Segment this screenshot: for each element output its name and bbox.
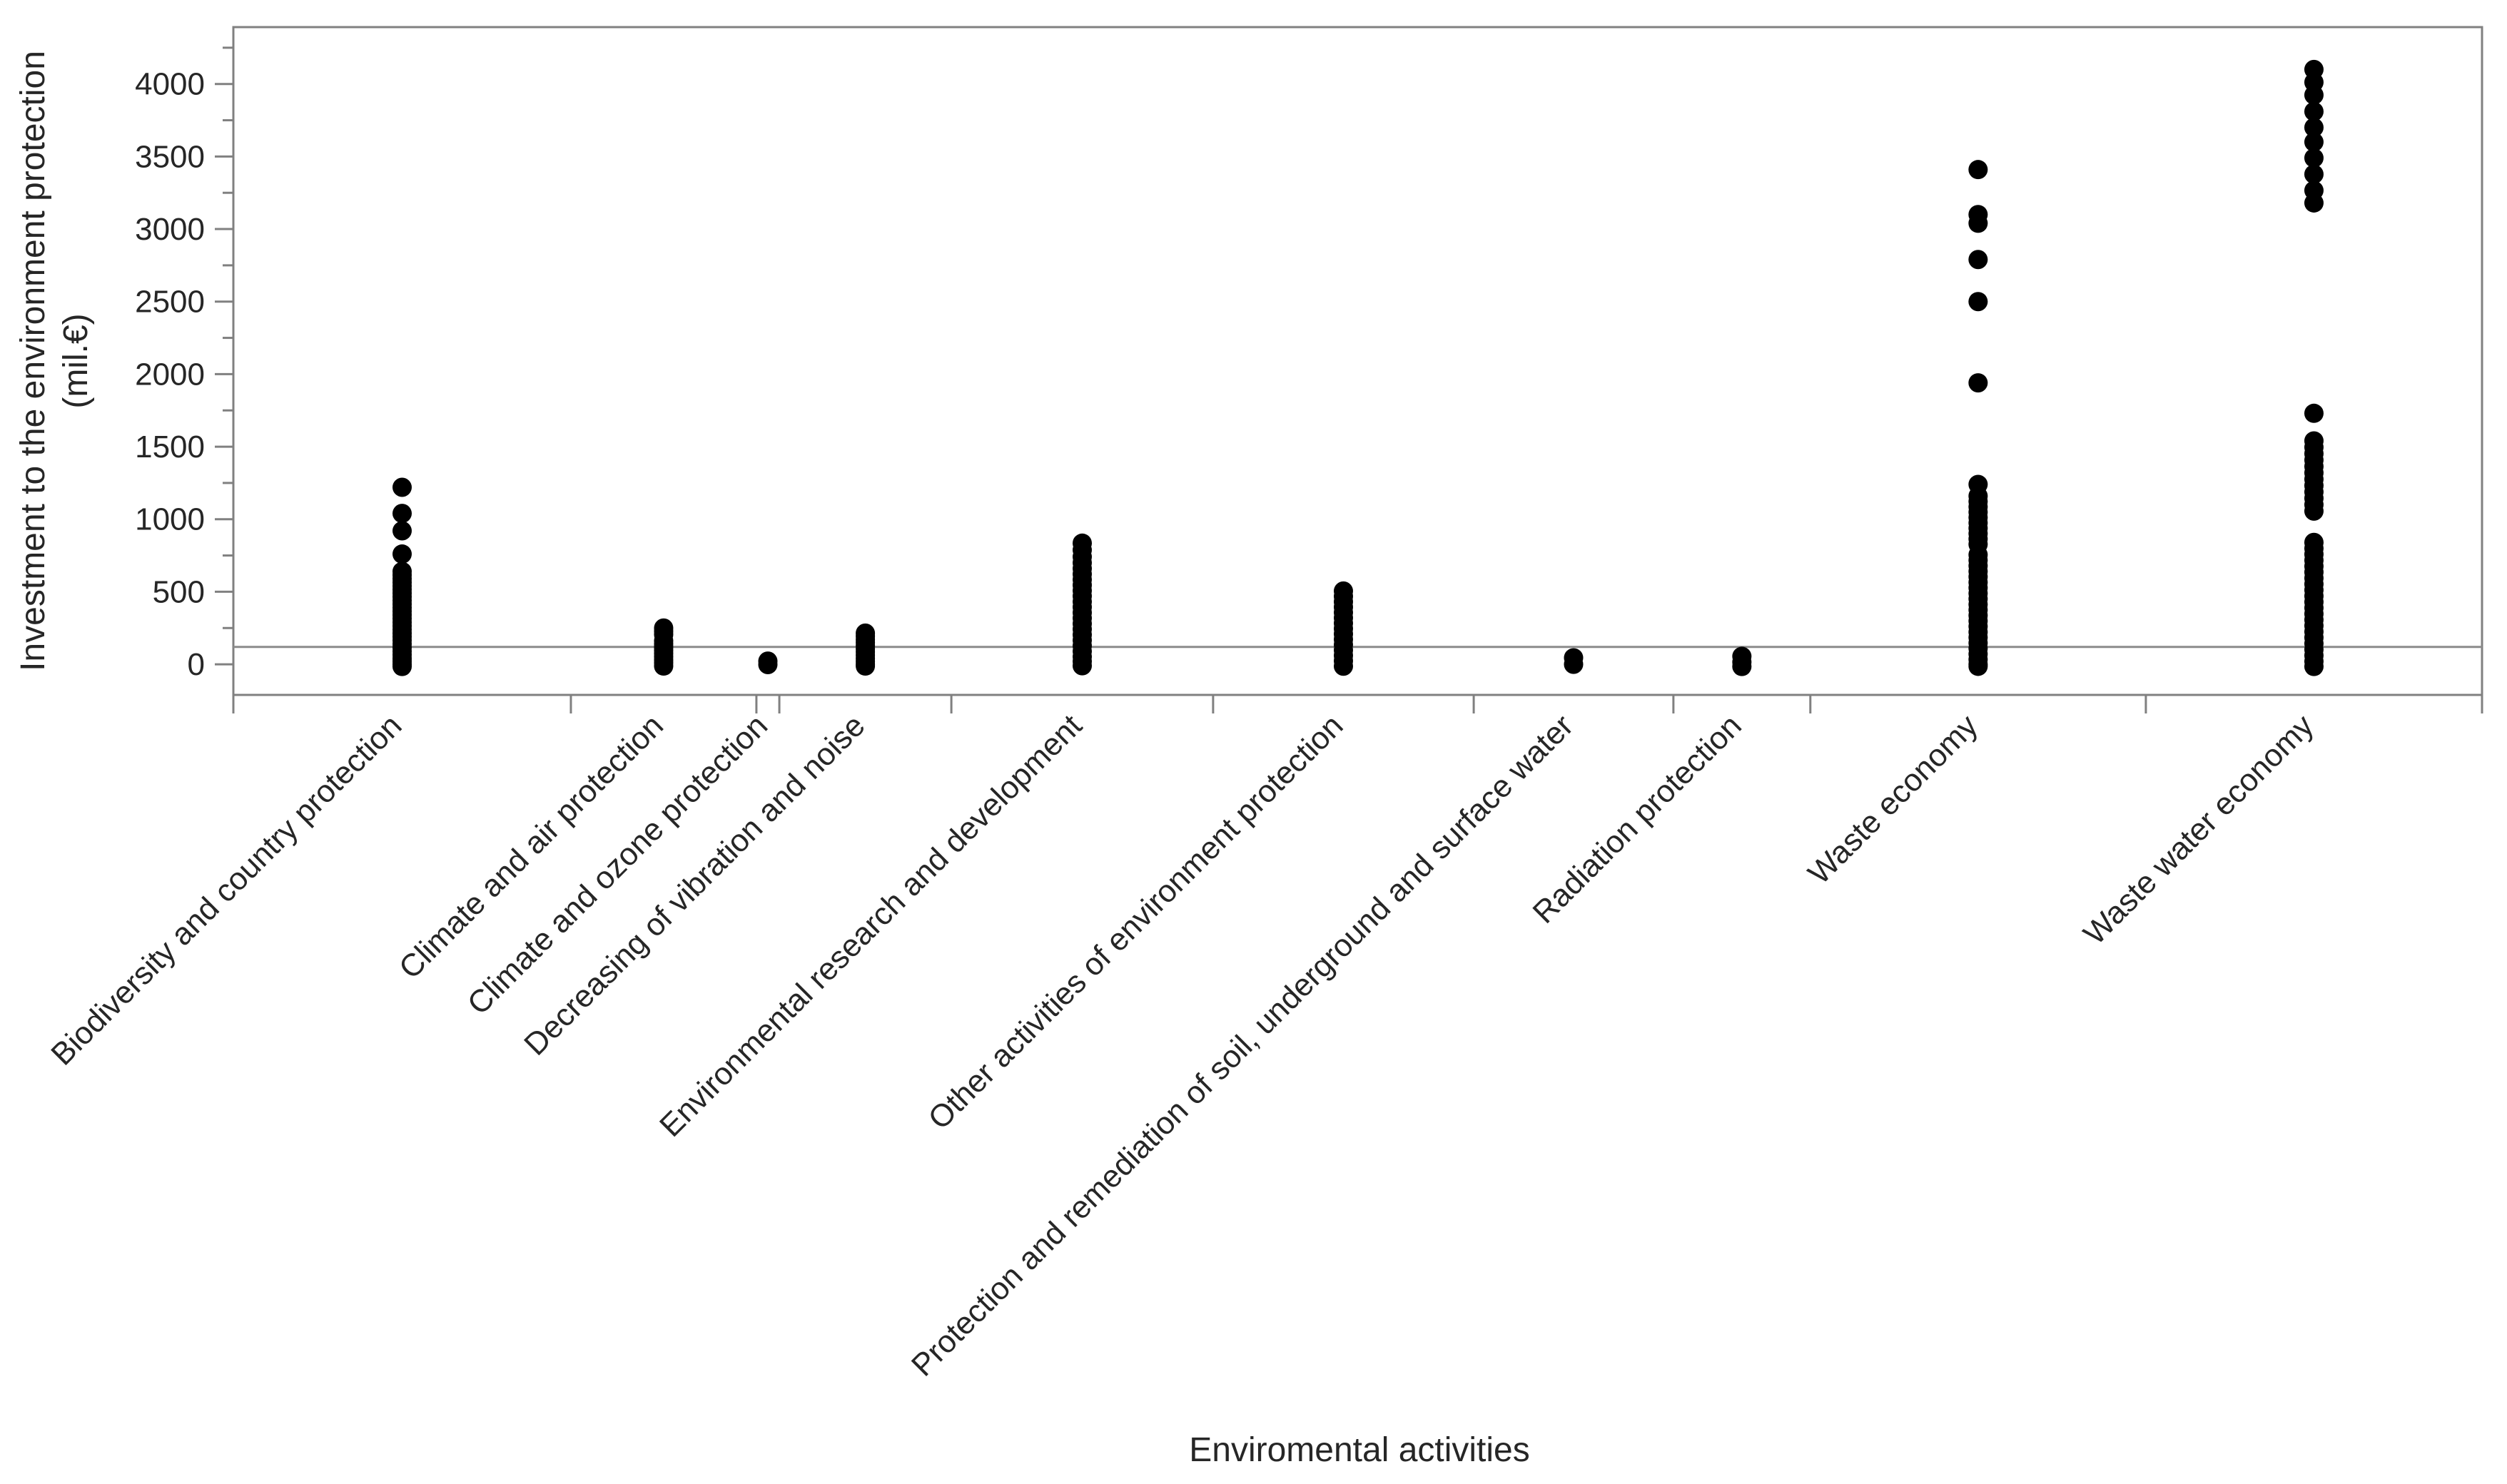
data-point: [392, 504, 412, 524]
y-tick-label: 2000: [135, 357, 205, 392]
data-point: [2304, 501, 2324, 521]
data-point: [654, 656, 674, 676]
data-point: [392, 477, 412, 497]
data-point: [392, 544, 412, 564]
axis-ticks: 0 500 1000 1500 2000 2500 3000 3500 4000: [135, 46, 2483, 713]
data-point: [392, 521, 412, 541]
category-label: Waste water economy: [2077, 708, 2320, 951]
data-point: [2304, 403, 2324, 423]
data-point: [392, 656, 412, 676]
data-point: [2304, 193, 2324, 213]
y-tick-label: 3500: [135, 139, 205, 174]
y-axis-title-line2: (mil.€): [57, 313, 95, 408]
data-point: [2304, 148, 2324, 168]
y-tick-label: 500: [153, 574, 205, 609]
category-labels: Biodiversity and country protectionClima…: [44, 708, 2320, 1383]
category-label: Waste economy: [1801, 708, 1985, 891]
y-axis-title-line1: Investment to the environment protection: [14, 51, 52, 671]
data-point: [1968, 373, 1988, 393]
y-tick-label: 0: [188, 647, 205, 682]
data-point: [1073, 656, 1093, 676]
data-point: [2304, 132, 2324, 152]
data-point: [1333, 656, 1353, 676]
data-point: [1968, 250, 1988, 270]
category-label: Biodiversity and country protection: [44, 708, 408, 1072]
data-point: [1968, 292, 1988, 312]
data-point: [2304, 85, 2324, 105]
data-point: [1968, 213, 1988, 233]
data-point: [2304, 656, 2324, 676]
data-point: [1968, 160, 1988, 180]
data-point: [1968, 656, 1988, 676]
data-point: [856, 656, 876, 676]
data-point: [1564, 654, 1584, 674]
y-tick-label: 3000: [135, 212, 205, 247]
y-tick-label: 1500: [135, 430, 205, 464]
data-point: [2304, 101, 2324, 121]
data-point: [2304, 118, 2324, 138]
y-tick-label: 4000: [135, 67, 205, 102]
y-tick-label: 1000: [135, 502, 205, 537]
data-point: [2304, 164, 2324, 184]
data-points: [392, 59, 2324, 676]
x-axis-title: Enviromental activities: [1189, 1431, 1530, 1469]
data-point: [758, 655, 778, 675]
category-label: Decreasing of vibration and noise: [517, 708, 871, 1062]
plot-border: [232, 26, 2483, 696]
y-tick-label: 2500: [135, 285, 205, 320]
data-point: [1732, 656, 1752, 676]
category-label: Other activities of environment protecti…: [921, 708, 1349, 1136]
